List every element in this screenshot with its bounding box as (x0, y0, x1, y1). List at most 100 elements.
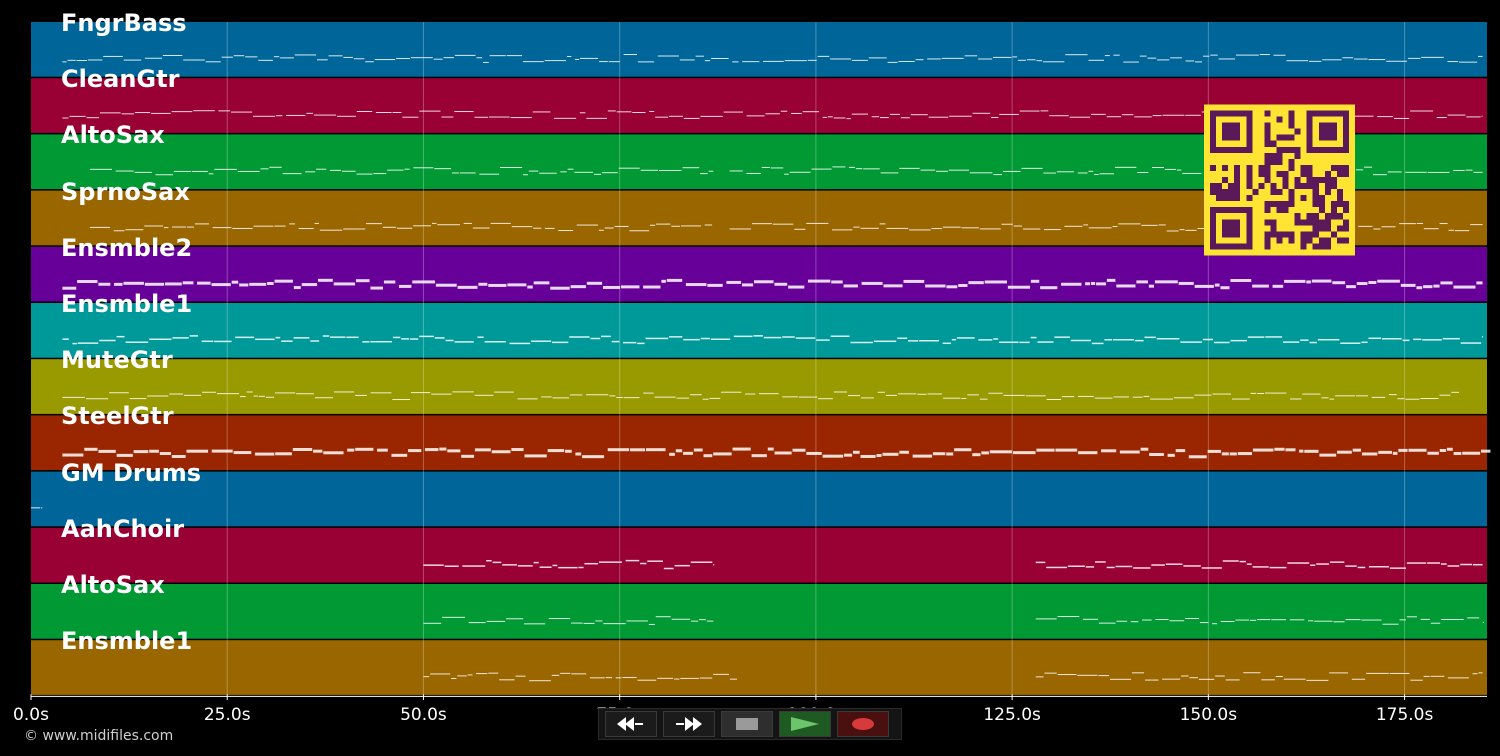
note-bar (423, 622, 442, 624)
note-bar (370, 340, 393, 343)
note-bar (87, 59, 103, 61)
note-bar (527, 285, 533, 289)
fast-forward-button[interactable] (663, 711, 715, 737)
note-bar (239, 283, 249, 287)
note-bar (317, 278, 333, 282)
note-bar (298, 228, 314, 230)
note-bar (833, 117, 846, 119)
note-bar (281, 340, 293, 342)
note-bar (897, 393, 917, 395)
note-bar (900, 117, 910, 119)
time-tick-label: 0.0s (13, 705, 49, 725)
note-bar (1307, 620, 1314, 622)
note-bar (1400, 283, 1416, 287)
note-bar (669, 115, 683, 117)
note-bar (657, 55, 679, 57)
note-bar (412, 280, 435, 284)
note-bar (1164, 168, 1177, 170)
note-bar (1352, 448, 1362, 452)
note-bar (365, 61, 374, 63)
note-bar (1085, 566, 1095, 568)
note-bar (355, 394, 367, 396)
note-bar (1416, 286, 1423, 290)
note-bar (649, 110, 655, 112)
track-label: MuteGtr (61, 346, 173, 375)
note-bar (941, 57, 964, 59)
note-bar (1353, 115, 1374, 117)
note-bar (1427, 171, 1450, 173)
note-bar (788, 285, 805, 289)
note-bar (451, 677, 457, 679)
note-bar (843, 284, 858, 288)
note-bar (978, 58, 993, 60)
stop-button[interactable] (721, 711, 773, 737)
note-bar (1144, 679, 1159, 681)
note-bar (909, 229, 931, 231)
note-bar (289, 223, 296, 225)
note-bar (434, 337, 445, 339)
note-bar (1109, 678, 1132, 680)
note-bar (578, 566, 584, 569)
note-bar (967, 394, 979, 396)
note-bar (1185, 114, 1201, 116)
note-bar (323, 451, 344, 455)
note-bar (816, 339, 830, 341)
note-bar (1460, 342, 1482, 344)
play-button[interactable] (779, 711, 831, 737)
note-bar (392, 399, 411, 401)
note-bar (1114, 166, 1137, 168)
note-bar (700, 115, 723, 117)
note-bar (1158, 224, 1166, 226)
note-bar (189, 335, 199, 337)
note-bar (899, 450, 910, 454)
track-lane (31, 640, 1487, 695)
note-bar (680, 677, 699, 679)
note-bar (780, 110, 788, 112)
note-bar (889, 113, 901, 115)
note-bar (441, 116, 454, 118)
note-bar (695, 55, 704, 57)
note-bar (1140, 447, 1149, 451)
note-bar (1002, 170, 1021, 172)
note-bar (1165, 563, 1183, 565)
note-bar (253, 225, 274, 227)
note-bar (784, 173, 789, 175)
note-bar (1442, 337, 1460, 340)
track-label: SteelGtr (61, 402, 174, 431)
note-bar (533, 227, 542, 229)
note-bar (1099, 173, 1115, 175)
record-button[interactable] (837, 711, 889, 737)
note-bar (1144, 336, 1156, 339)
note-bar (964, 55, 978, 57)
note-bar (434, 168, 452, 170)
note-bar (62, 61, 67, 63)
note-bar (942, 397, 961, 399)
note-bar (1368, 281, 1377, 285)
note-bar (1151, 167, 1164, 169)
note-bar (346, 336, 359, 339)
note-bar (742, 61, 760, 63)
note-bar (1166, 230, 1179, 232)
note-bar (1094, 174, 1099, 176)
note-bar (1154, 280, 1178, 284)
note-bar (753, 335, 763, 337)
note-bar (713, 673, 730, 675)
note-bar (860, 397, 874, 399)
note-bar (575, 452, 582, 456)
note-bar (235, 336, 255, 339)
note-bar (643, 392, 654, 394)
rewind-button[interactable] (605, 711, 657, 737)
note-bar (784, 60, 807, 62)
note-bar (1416, 222, 1423, 224)
note-bar (745, 393, 756, 395)
note-bar (202, 391, 216, 393)
note-bar (876, 454, 882, 458)
note-bar (655, 116, 669, 118)
note-bar (1423, 675, 1430, 677)
note-bar (233, 451, 252, 455)
note-bar (398, 284, 412, 288)
note-bar (62, 117, 69, 119)
note-bar (328, 55, 343, 57)
record-icon (852, 718, 874, 730)
note-bar (566, 55, 572, 57)
